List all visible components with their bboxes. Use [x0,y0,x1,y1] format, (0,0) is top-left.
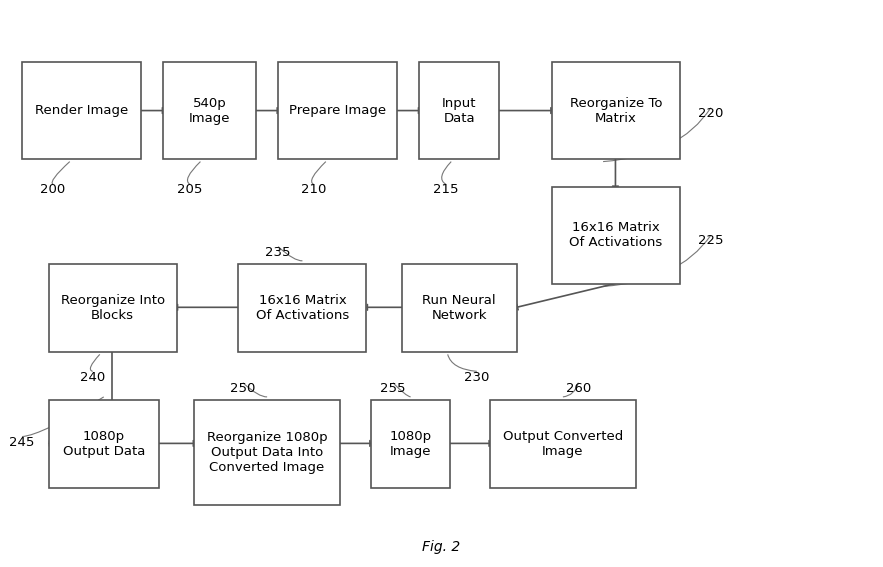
Text: 200: 200 [41,184,65,196]
Text: Input
Data: Input Data [442,96,477,125]
FancyBboxPatch shape [49,264,177,352]
Text: Fig. 2: Fig. 2 [422,540,461,554]
Text: 220: 220 [698,107,723,120]
Text: Reorganize 1080p
Output Data Into
Converted Image: Reorganize 1080p Output Data Into Conver… [207,431,328,473]
FancyBboxPatch shape [402,264,517,352]
Text: 540p
Image: 540p Image [189,96,230,125]
Text: Render Image: Render Image [35,104,128,117]
FancyBboxPatch shape [163,62,256,159]
Text: 255: 255 [381,382,405,395]
Text: Run Neural
Network: Run Neural Network [422,294,496,321]
FancyBboxPatch shape [194,400,340,505]
Text: 245: 245 [10,436,34,448]
Text: 250: 250 [230,382,255,395]
Text: 205: 205 [177,184,202,196]
FancyBboxPatch shape [238,264,366,352]
Text: 16x16 Matrix
Of Activations: 16x16 Matrix Of Activations [570,221,662,249]
FancyBboxPatch shape [371,400,450,488]
Text: Output Converted
Image: Output Converted Image [502,430,623,458]
FancyBboxPatch shape [22,62,141,159]
FancyBboxPatch shape [419,62,499,159]
FancyBboxPatch shape [552,187,680,284]
Text: 1080p
Image: 1080p Image [389,430,432,458]
FancyBboxPatch shape [552,62,680,159]
Text: 235: 235 [266,246,291,259]
Text: Reorganize Into
Blocks: Reorganize Into Blocks [61,294,164,321]
Text: 240: 240 [80,371,105,383]
Text: 260: 260 [566,382,591,395]
Text: 215: 215 [434,184,458,196]
Text: 210: 210 [301,184,326,196]
Text: 16x16 Matrix
Of Activations: 16x16 Matrix Of Activations [256,294,349,321]
Text: 225: 225 [698,235,723,247]
FancyBboxPatch shape [278,62,397,159]
Text: 230: 230 [464,371,489,383]
FancyBboxPatch shape [49,400,159,488]
FancyBboxPatch shape [490,400,636,488]
Text: Prepare Image: Prepare Image [290,104,386,117]
Text: Reorganize To
Matrix: Reorganize To Matrix [570,96,662,125]
Text: 1080p
Output Data: 1080p Output Data [63,430,145,458]
